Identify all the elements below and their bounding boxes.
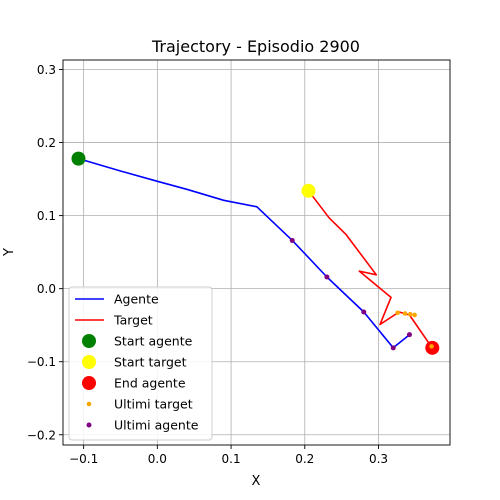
legend-swatch-ultimi-target bbox=[86, 401, 92, 407]
point-start-agente bbox=[71, 151, 86, 166]
legend-label-end-agente: End agente bbox=[114, 376, 186, 391]
legend-box bbox=[68, 286, 213, 441]
legend-label-start-target: Start target bbox=[114, 355, 187, 370]
point-start-target bbox=[301, 183, 316, 198]
legend-label-target: Target bbox=[113, 313, 153, 328]
x-tick-label: 0.3 bbox=[369, 452, 388, 466]
x-tick-label: 0.2 bbox=[295, 452, 314, 466]
point-ultimi-agente bbox=[406, 332, 412, 338]
y-axis-label: Y bbox=[2, 248, 17, 257]
x-axis-ticks: −0.1 0.0 0.1 0.2 0.3 bbox=[69, 445, 388, 466]
y-tick-label: −0.2 bbox=[27, 428, 56, 442]
plot-frame bbox=[62, 59, 451, 446]
legend-label-start-agente: Start agente bbox=[114, 334, 193, 349]
x-axis-label: X bbox=[252, 474, 261, 489]
y-tick-label: −0.1 bbox=[27, 355, 56, 369]
x-tick-label: 0.0 bbox=[148, 452, 167, 466]
series-line-target bbox=[307, 190, 435, 349]
point-ultimi-target bbox=[407, 311, 413, 317]
legend-swatch-start-agente bbox=[82, 334, 96, 348]
y-tick-label: 0.3 bbox=[37, 63, 56, 77]
y-axis-ticks: −0.2 −0.1 0.0 0.1 0.2 0.3 bbox=[27, 63, 63, 442]
point-ultimi-target bbox=[412, 312, 417, 318]
y-tick-label: 0.0 bbox=[37, 282, 56, 296]
legend-label-ultimi-target: Ultimi target bbox=[114, 397, 193, 412]
legend-swatch-end-agente bbox=[82, 376, 96, 390]
legend-swatch-start-target bbox=[82, 355, 96, 369]
series-layer bbox=[71, 151, 440, 355]
y-tick-label: 0.1 bbox=[37, 209, 56, 223]
legend-label-agente: Agente bbox=[114, 292, 159, 307]
point-ultimi-target bbox=[429, 344, 434, 349]
point-ultimi-agente bbox=[361, 309, 367, 315]
legend: Agente Target Start agente Start target End … bbox=[68, 286, 213, 441]
series-line-agente bbox=[78, 157, 411, 349]
point-ultimi-target bbox=[395, 310, 400, 316]
plot-area bbox=[71, 151, 440, 355]
point-ultimi-agente bbox=[324, 274, 330, 280]
legend-label-ultimi-agente: Ultimi agente bbox=[114, 418, 199, 433]
chart-title: Trajectory - Episodio 2900 bbox=[151, 37, 360, 56]
x-tick-label: −0.1 bbox=[69, 452, 98, 466]
point-ultimi-agente bbox=[289, 237, 295, 243]
point-ultimi-target bbox=[402, 311, 408, 316]
point-ultimi-agente bbox=[390, 345, 396, 351]
legend-swatch-ultimi-agente bbox=[86, 422, 92, 428]
x-tick-label: 0.1 bbox=[222, 452, 241, 466]
y-tick-label: 0.2 bbox=[37, 136, 56, 150]
